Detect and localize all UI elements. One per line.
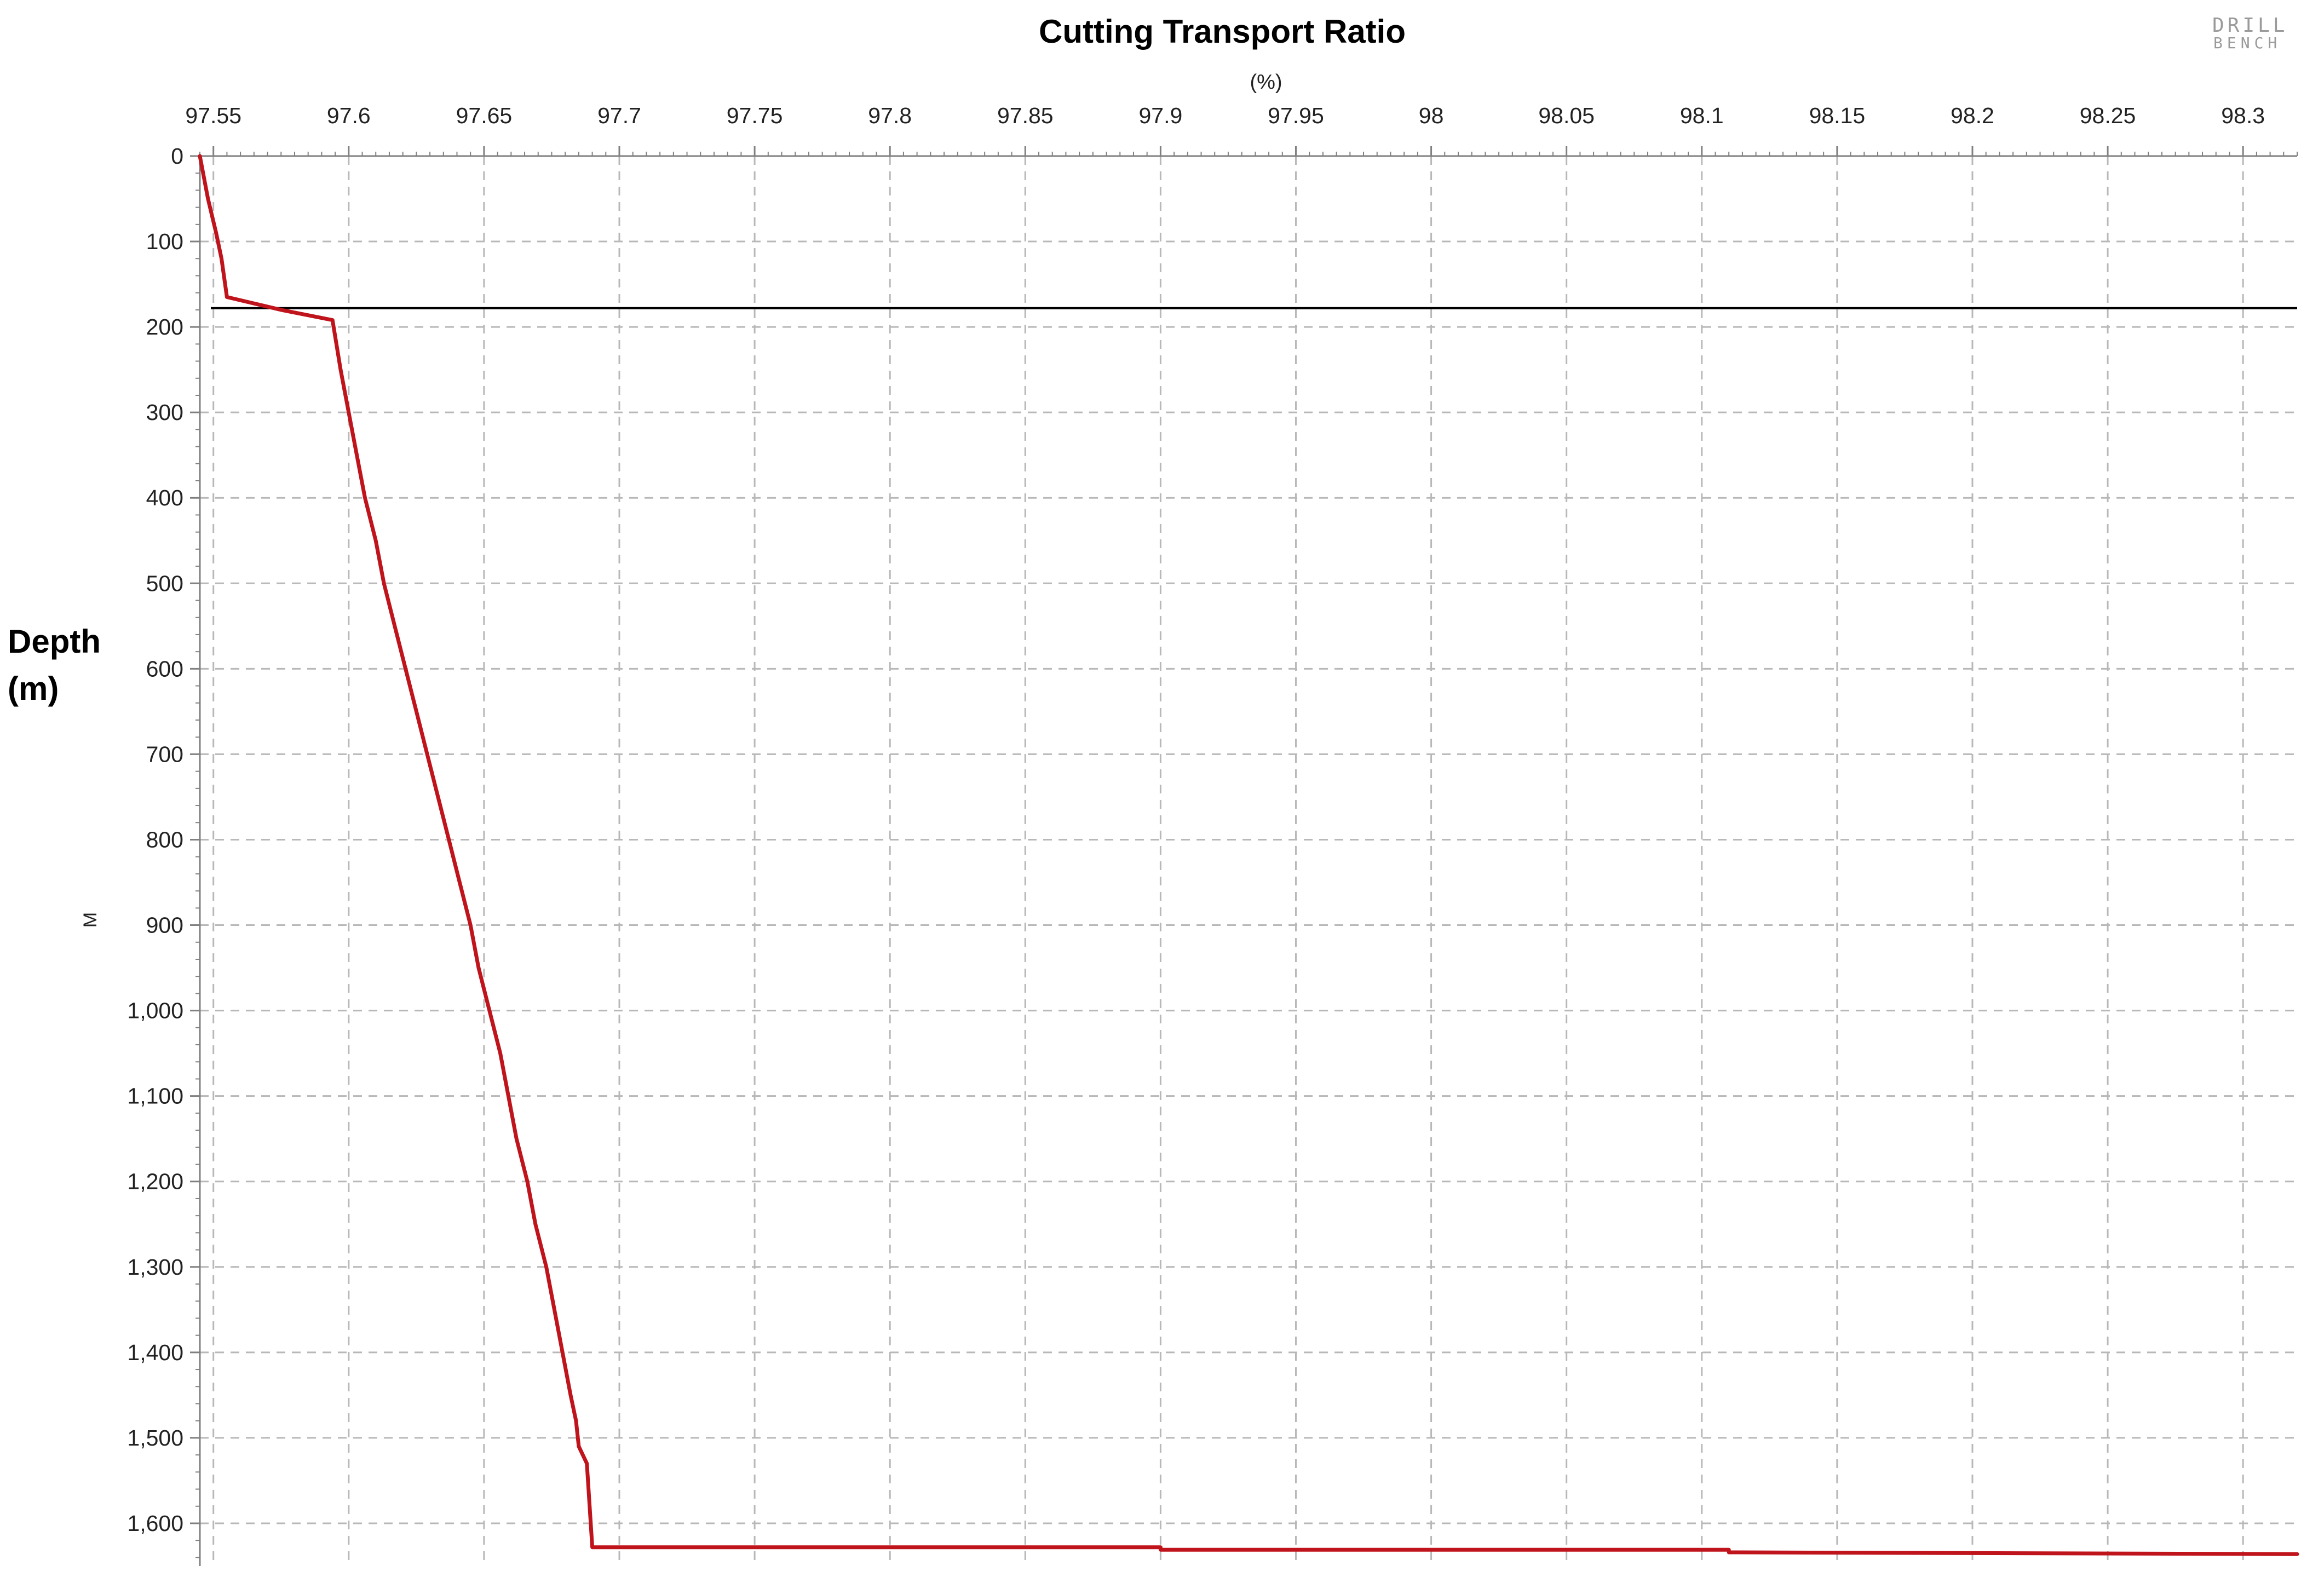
x-tick-label: 97.6 [327, 103, 371, 128]
y-tick-label: 100 [146, 229, 183, 254]
y-tick-label: 600 [146, 656, 183, 681]
x-tick-label: 98.2 [1951, 103, 1994, 128]
x-axis-unit-label: (%) [1250, 71, 1282, 94]
x-tick-label: 98.15 [1809, 103, 1866, 128]
y-axis-title-line-2: (m) [8, 670, 59, 707]
logo-line-1: DRILL [2212, 14, 2288, 37]
logo-line-2: BENCH [2213, 34, 2281, 52]
x-tick-label: 97.8 [868, 103, 912, 128]
series-line-cutting-transport-ratio [198, 154, 2299, 1556]
y-tick-label: 1,200 [127, 1169, 183, 1194]
y-tick-label: 1,100 [127, 1084, 183, 1109]
y-tick-label: 700 [146, 741, 183, 767]
y-tick-label: 1,600 [127, 1511, 183, 1536]
x-tick-label: 97.7 [597, 103, 641, 128]
y-tick-label: 1,300 [127, 1254, 183, 1280]
y-tick-label: 1,400 [127, 1340, 183, 1365]
x-tick-label: 97.9 [1138, 103, 1182, 128]
y-axis-title-line-1: Depth [8, 623, 101, 660]
x-tick-label: 98.3 [2221, 103, 2265, 128]
x-tick-label: 98 [1419, 103, 1444, 128]
x-tick-label: 97.85 [997, 103, 1054, 128]
chart-title: Cutting Transport Ratio [1039, 13, 1406, 50]
x-tick-label: 98.1 [1680, 103, 1724, 128]
x-tick-label: 97.75 [727, 103, 783, 128]
y-tick-label: 1,000 [127, 998, 183, 1023]
y-axis-title: Depth (m) [8, 623, 101, 707]
series-layer [198, 154, 2299, 1556]
y-tick-label: 200 [146, 314, 183, 339]
grid-lines [200, 155, 2297, 1566]
x-tick-label: 97.65 [456, 103, 513, 128]
drillbench-logo: DRILL BENCH [2212, 14, 2288, 52]
y-tick-label: 500 [146, 571, 183, 596]
x-tick-label: 98.25 [2080, 103, 2136, 128]
y-axis-unit-label: M [80, 912, 101, 928]
y-tick-label: 1,500 [127, 1425, 183, 1450]
y-tick-label: 800 [146, 827, 183, 852]
y-tick-label: 400 [146, 485, 183, 510]
y-tick-label: 900 [146, 913, 183, 938]
x-tick-label: 97.55 [185, 103, 241, 128]
y-tick-label: 0 [171, 143, 183, 169]
axes [199, 155, 2297, 1566]
y-tick-label: 300 [146, 400, 183, 425]
x-tick-label: 98.05 [1538, 103, 1595, 128]
x-tick-label: 97.95 [1268, 103, 1324, 128]
